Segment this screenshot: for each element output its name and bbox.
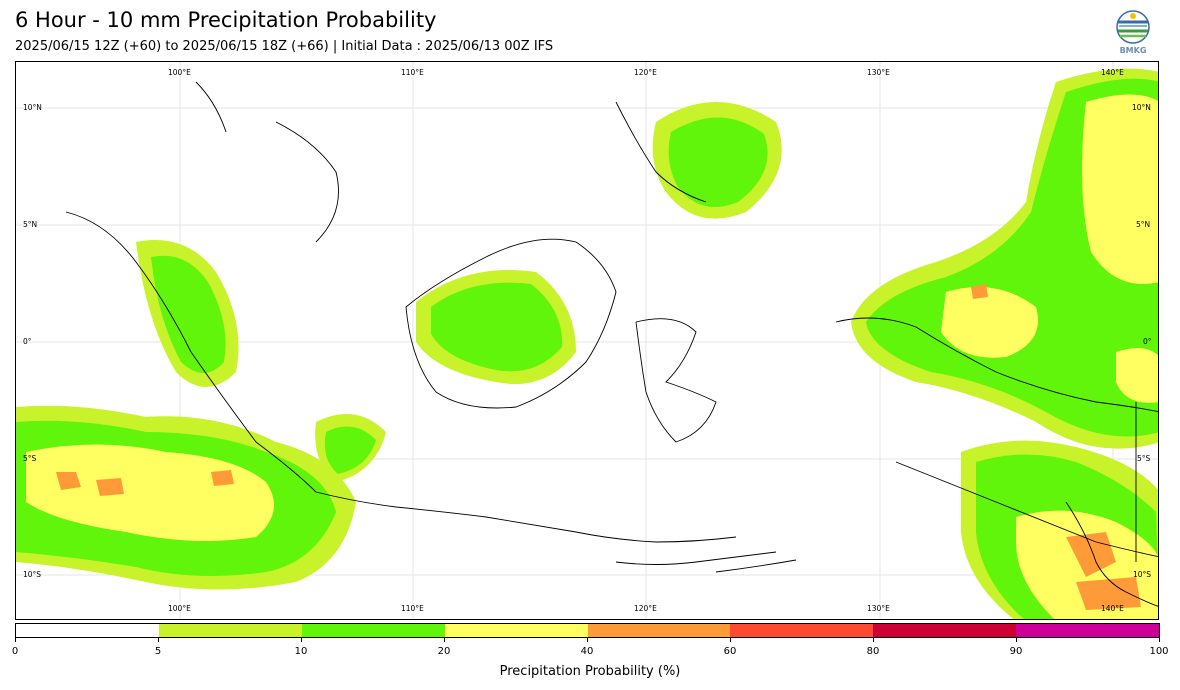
legend-tick-mark	[301, 638, 302, 642]
lat-label-right-10n: 10°N	[1132, 103, 1151, 112]
legend-swatch-40-60	[587, 624, 731, 637]
legend-tick-mark	[1016, 638, 1017, 642]
lon-label-top-110: 110°E	[401, 68, 424, 77]
legend-tick-label: 90	[1009, 646, 1023, 657]
legend-tick-label: 20	[437, 646, 451, 657]
legend-tick-label: 5	[154, 646, 162, 657]
lat-label-right-10s: 10°S	[1133, 570, 1152, 579]
legend-tick-label: 40	[580, 646, 594, 657]
legend-colorbar	[15, 623, 1160, 638]
legend-tick-label: 10	[294, 646, 308, 657]
bmkg-logo-icon: BMKG	[1114, 10, 1152, 56]
lat-label-right-0: 0°	[1143, 337, 1152, 346]
lon-label-bottom-110: 110°E	[401, 604, 424, 613]
lon-label-bottom-140: 140°E	[1101, 604, 1124, 613]
legend-swatch-90-100	[1016, 624, 1159, 637]
lon-label-bottom-130: 130°E	[867, 604, 890, 613]
lat-label-left-5n: 5°N	[23, 220, 38, 229]
lat-label-left-10n: 10°N	[23, 103, 42, 112]
legend-swatch-60-80	[730, 624, 874, 637]
lat-label-right-5n: 5°N	[1136, 220, 1151, 229]
legend-tick-label: 0	[11, 646, 19, 657]
lat-label-left-10s: 10°S	[23, 570, 42, 579]
lon-label-bottom-100: 100°E	[168, 604, 191, 613]
lat-label-right-5s: 5°S	[1137, 454, 1151, 463]
legend-tick-mark	[873, 638, 874, 642]
legend-tick-mark	[1159, 638, 1160, 642]
legend-tick-label: 80	[866, 646, 880, 657]
legend-swatch-0-5	[16, 624, 159, 637]
chart-subtitle: 2025/06/15 12Z (+60) to 2025/06/15 18Z (…	[15, 39, 554, 54]
lon-label-bottom-120: 120°E	[634, 604, 657, 613]
legend-swatch-80-90	[873, 624, 1017, 637]
lon-label-top-140: 140°E	[1101, 68, 1124, 77]
legend-tick-mark	[444, 638, 445, 642]
map-canvas	[16, 62, 1158, 619]
legend-swatch-10-20	[301, 624, 445, 637]
lon-label-top-120: 120°E	[634, 68, 657, 77]
precipitation-map: 100°E 110°E 120°E 130°E 140°E 100°E 110°…	[15, 61, 1159, 620]
probability-field-40-60	[56, 284, 1141, 610]
legend-swatch-5-10	[158, 624, 302, 637]
lon-label-top-100: 100°E	[168, 68, 191, 77]
legend-tick-mark	[587, 638, 588, 642]
lon-label-top-130: 130°E	[867, 68, 890, 77]
coastlines	[65, 81, 1158, 607]
legend-tick-label: 60	[723, 646, 737, 657]
lat-label-left-5s: 5°S	[23, 454, 37, 463]
logo-text: BMKG	[1119, 46, 1147, 55]
chart-title: 6 Hour - 10 mm Precipitation Probability	[15, 8, 437, 32]
legend-tick-mark	[730, 638, 731, 642]
legend-tick-mark	[158, 638, 159, 642]
legend-tick-label: 100	[1149, 646, 1169, 657]
legend-swatch-20-40	[444, 624, 588, 637]
legend-tick-mark	[15, 638, 16, 642]
legend-title: Precipitation Probability (%)	[499, 664, 681, 679]
lat-label-left-0: 0°	[23, 337, 32, 346]
